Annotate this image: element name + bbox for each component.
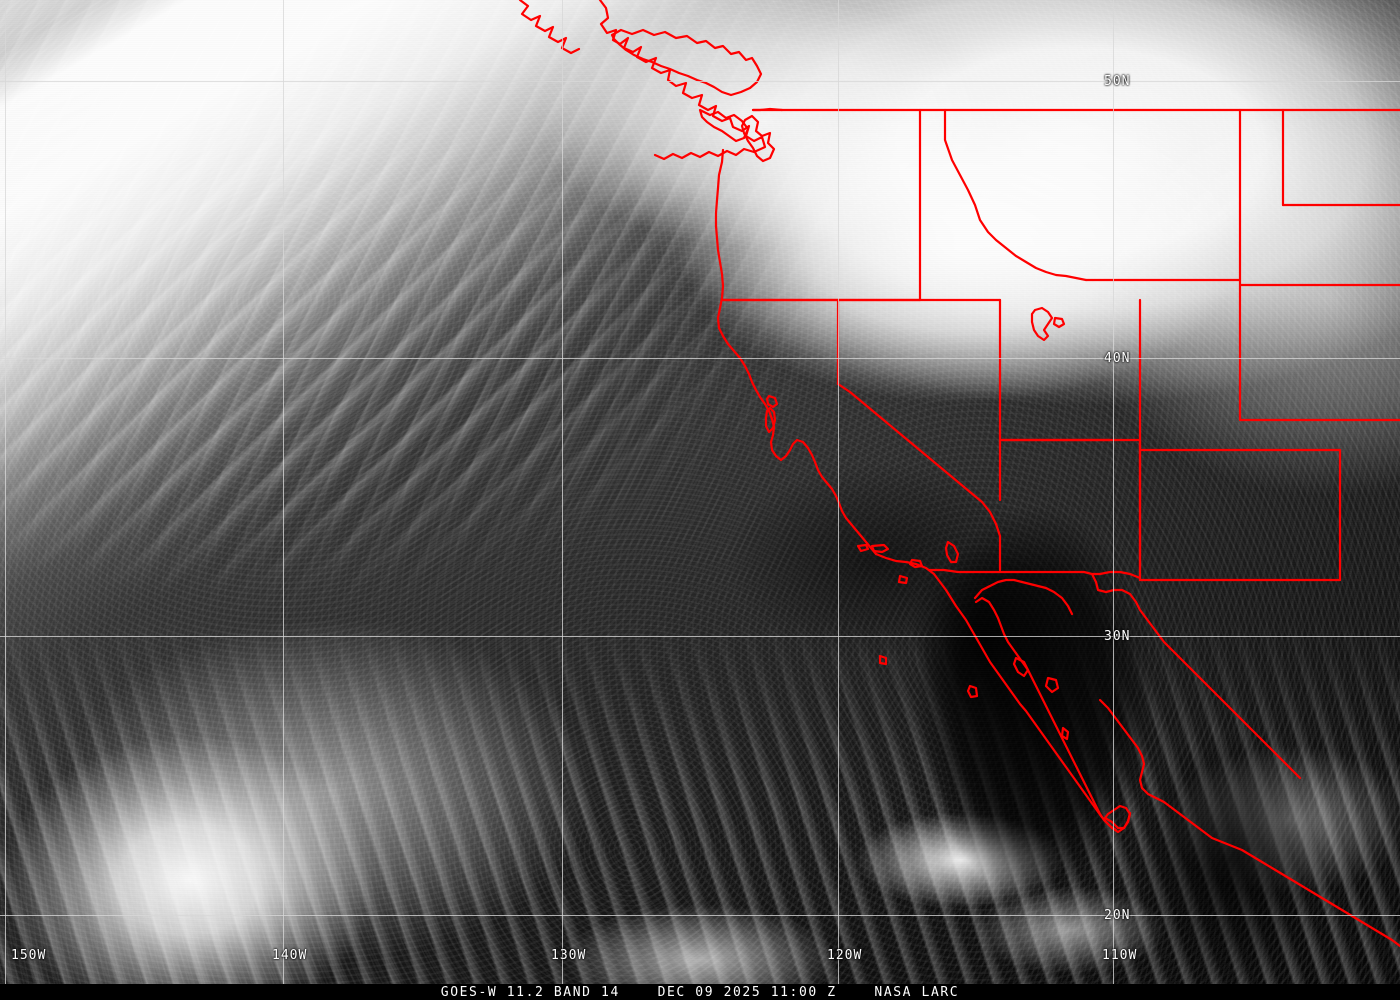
caption-text: GOES-W 11.2 BAND 14 DEC 09 2025 11:00 Z … (440, 984, 960, 1000)
caption-bar: GOES-W 11.2 BAND 14 DEC 09 2025 11:00 Z … (0, 984, 1400, 1000)
